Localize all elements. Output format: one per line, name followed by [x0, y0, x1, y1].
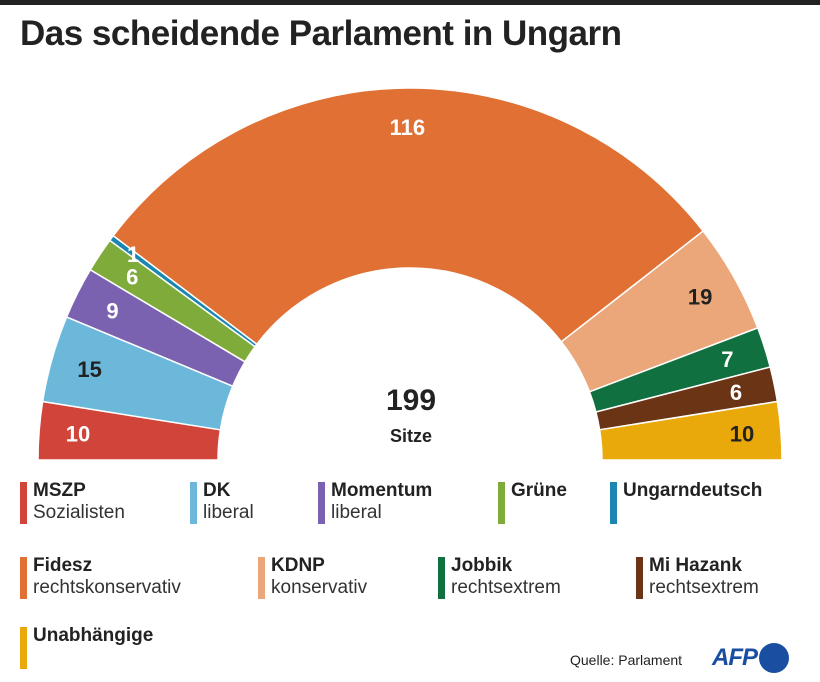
legend-item: Unabhängige	[20, 625, 153, 669]
total-seats: 199	[386, 384, 436, 417]
legend-party-description: konservativ	[271, 577, 368, 598]
legend-item: Ungarndeutsch	[610, 480, 762, 524]
legend-party-description: liberal	[203, 502, 254, 523]
segment-value-label: 1	[127, 242, 139, 267]
legend-swatch	[636, 557, 643, 599]
legend-item: MSZP Sozialisten	[20, 480, 125, 524]
segment-value-label: 9	[106, 298, 118, 323]
afp-logo-text: AFP	[712, 644, 758, 671]
segment-fidesz	[112, 87, 705, 346]
segment-value-label: 6	[126, 264, 138, 289]
segment-value-label: 10	[730, 422, 754, 447]
legend-swatch	[190, 482, 197, 524]
legend-swatch	[610, 482, 617, 524]
chart-title: Das scheidende Parlament in Ungarn	[20, 14, 622, 53]
legend-item: Fidesz rechtskonservativ	[20, 555, 181, 599]
afp-logo-dot	[759, 643, 789, 673]
segment-value-label: 6	[730, 380, 742, 405]
legend-swatch	[20, 557, 27, 599]
segment-value-label: 116	[390, 115, 426, 140]
legend-swatch	[20, 627, 27, 669]
legend-item: KDNP konservativ	[258, 555, 367, 599]
legend-party-name: Unabhängige	[33, 625, 154, 646]
legend-item: Grüne	[498, 480, 567, 524]
segment-value-label: 15	[77, 357, 101, 382]
legend-party-name: Momentum	[331, 480, 433, 501]
top-rule	[0, 0, 820, 5]
legend-swatch	[20, 482, 27, 524]
legend-swatch	[498, 482, 505, 524]
legend-party-name: Grüne	[511, 480, 567, 501]
legend-item: Mi Hazank rechtsextrem	[636, 555, 759, 599]
legend-party-name: Ungarndeutsch	[623, 480, 763, 501]
legend-swatch	[438, 557, 445, 599]
legend-party-description: rechtsextrem	[649, 577, 759, 598]
legend-swatch	[318, 482, 325, 524]
segment-unabh-ngige	[598, 400, 783, 461]
source-note: Quelle: Parlament	[570, 652, 683, 668]
legend-item: Momentum liberal	[318, 480, 432, 524]
legend-party-name: Fidesz	[33, 555, 93, 576]
legend-party-description: rechtsextrem	[451, 577, 561, 598]
legend-party-name: KDNP	[271, 555, 325, 576]
total-seats-label: Sitze	[390, 426, 432, 446]
legend-swatch	[258, 557, 265, 599]
legend-party-description: Sozialisten	[33, 502, 125, 523]
legend-item: Jobbik rechtsextrem	[438, 555, 561, 599]
legend-party-name: Jobbik	[451, 555, 513, 576]
legend-party-name: Mi Hazank	[649, 555, 742, 576]
legend-party-description: liberal	[331, 502, 382, 523]
legend-party-name: MSZP	[33, 480, 86, 501]
afp-logo: AFP	[712, 643, 789, 673]
segment-value-label: 10	[66, 422, 90, 447]
segment-value-label: 7	[721, 347, 733, 372]
legend-party-description: rechtskonservativ	[33, 577, 181, 598]
legend-item: DK liberal	[190, 480, 254, 524]
segment-value-label: 19	[688, 285, 712, 310]
legend-party-name: DK	[203, 480, 231, 501]
